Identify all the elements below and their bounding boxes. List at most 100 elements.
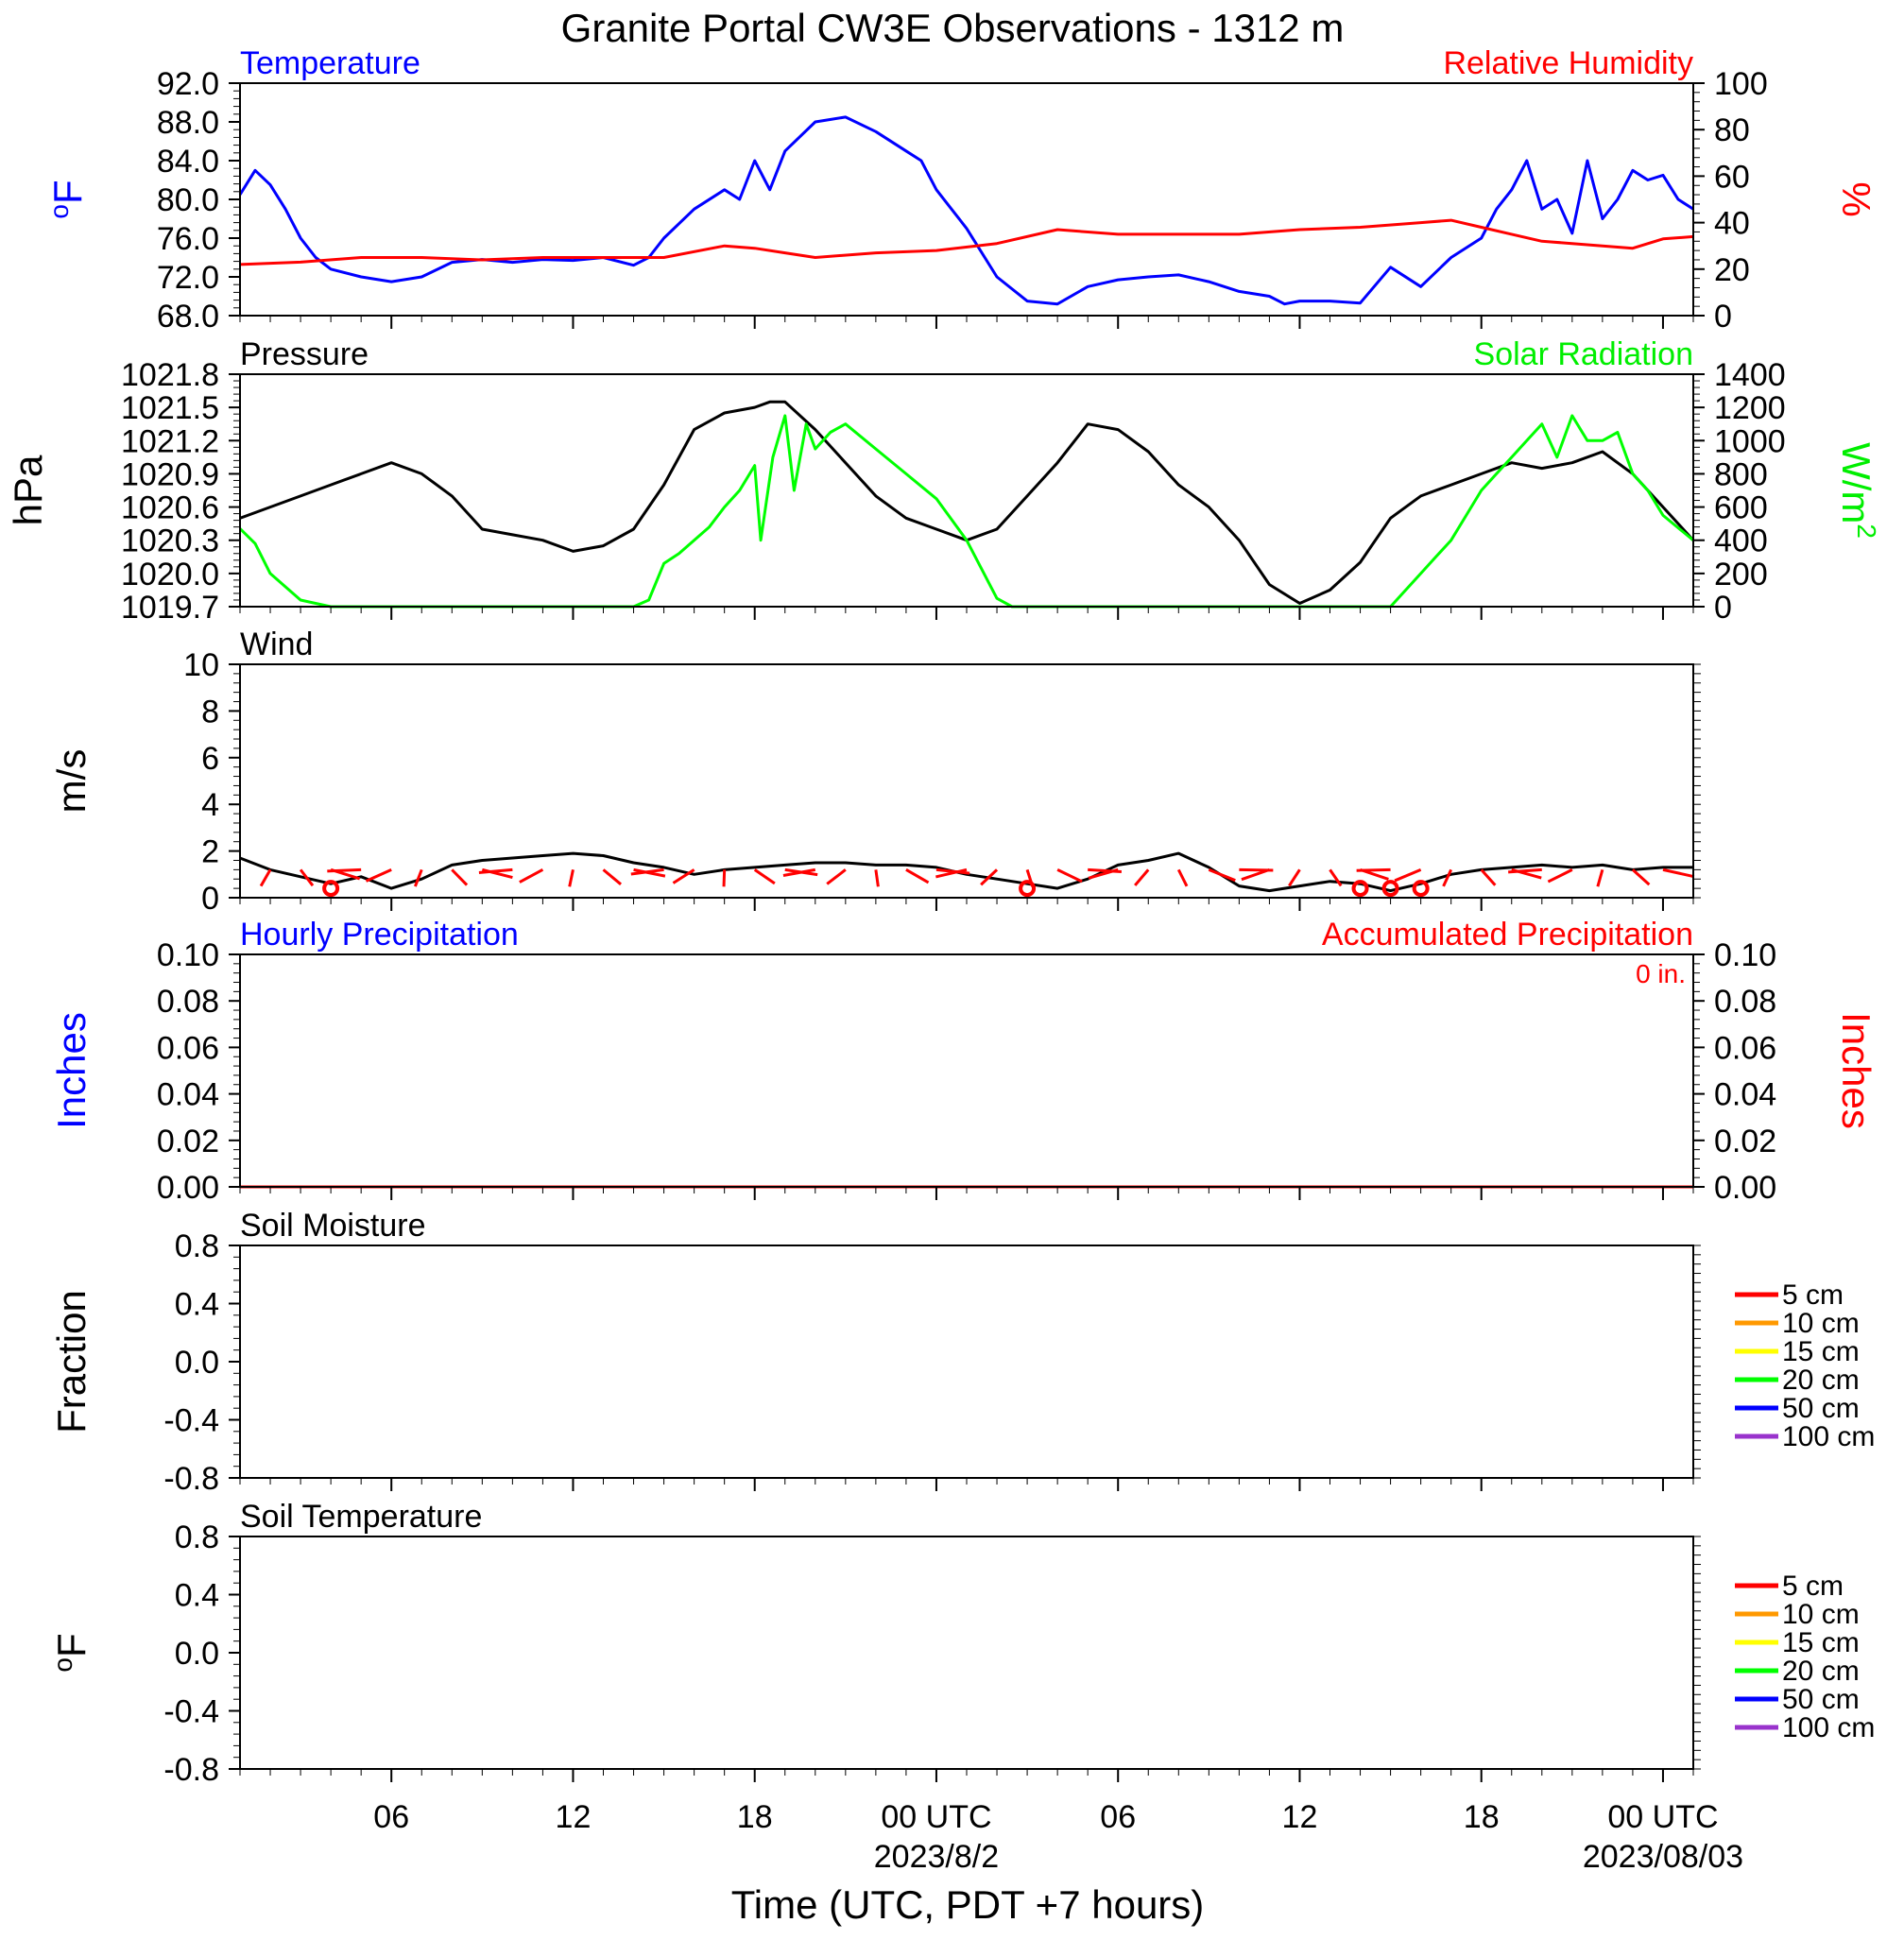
figure-title: Granite Portal CW3E Observations - 1312 … bbox=[561, 6, 1345, 50]
right-tick-label: 1400 bbox=[1714, 357, 1786, 393]
soil-temperature-units: oF bbox=[48, 1633, 94, 1672]
wind-barb bbox=[782, 867, 816, 877]
left-tick-label: 92.0 bbox=[157, 66, 219, 102]
left-tick-label: 0.8 bbox=[175, 1519, 219, 1555]
series-line-relative-humidity bbox=[239, 218, 1694, 266]
date-label: 2023/8/2 bbox=[874, 1839, 999, 1875]
date-label: 2023/08/03 bbox=[1583, 1839, 1743, 1875]
left-tick-label: 1021.5 bbox=[121, 390, 219, 426]
left-tick-label: 6 bbox=[201, 741, 219, 777]
degree-letter: F bbox=[49, 1633, 94, 1657]
wind-barb bbox=[1088, 867, 1119, 880]
hourly-precip-units: Inches bbox=[49, 1012, 94, 1129]
time-tick-label: 12 bbox=[556, 1799, 592, 1835]
left-tick-label: 80.0 bbox=[157, 182, 219, 218]
wind-barb bbox=[413, 868, 423, 887]
left-tick-label: 88.0 bbox=[157, 105, 219, 141]
wind-barb bbox=[1596, 868, 1604, 887]
wind-barb bbox=[478, 867, 513, 874]
calm-wind-marker bbox=[1381, 880, 1399, 898]
wind-barb bbox=[1056, 868, 1083, 884]
wind-title: Wind bbox=[240, 627, 313, 662]
right-tick-label: 0.10 bbox=[1714, 937, 1776, 973]
time-tick-label: 06 bbox=[373, 1799, 409, 1835]
time-axis: 06 12 18 00 UTC 2023/8/2 06 12 18 00 UTC 2023/08/… bbox=[373, 1799, 1743, 1875]
left-tick-label: 0.06 bbox=[157, 1030, 219, 1066]
time-tick-label: 00 UTC bbox=[1607, 1799, 1718, 1835]
panel-temperature-humidity-frame bbox=[239, 82, 1694, 317]
panel-pressure-solar: 1021.81021.51021.21020.91020.61020.31020… bbox=[6, 336, 1881, 626]
wind-units: m/s bbox=[49, 749, 94, 814]
wind-barb bbox=[451, 868, 469, 886]
panel-soil-moisture: 0.8 0.4 0.0 -0.4 -0.8 Soil Moisture Fraction… bbox=[49, 1208, 1875, 1497]
left-tick-label: 0.4 bbox=[175, 1578, 219, 1614]
degree-letter: F bbox=[45, 180, 90, 204]
calm-wind-marker bbox=[1412, 880, 1430, 898]
solar-units-exponent: 2 bbox=[1852, 524, 1881, 539]
left-tick-label: 0.4 bbox=[175, 1287, 219, 1323]
calm-wind-marker bbox=[1019, 880, 1037, 898]
accumulated-total-label: 0 in. bbox=[1636, 959, 1686, 988]
wind-barb bbox=[519, 868, 544, 884]
wind-barb bbox=[299, 868, 315, 887]
wind-barb bbox=[672, 868, 695, 884]
left-tick-label: 1020.3 bbox=[121, 524, 219, 559]
left-tick-label: 0.8 bbox=[175, 1228, 219, 1264]
calm-wind-marker bbox=[1351, 880, 1369, 898]
wind-barb bbox=[568, 869, 575, 887]
temperature-title: Temperature bbox=[240, 45, 420, 81]
wind-barb bbox=[826, 868, 847, 885]
panel-precipitation: 0.10 0.08 0.06 0.04 0.02 0.00 0.10 0.08 0.06 0.04… bbox=[49, 917, 1878, 1206]
left-tick-label: 4 bbox=[201, 787, 219, 823]
right-tick-label: 1200 bbox=[1714, 390, 1786, 426]
wind-barb bbox=[1329, 868, 1343, 887]
panel-wind-frame bbox=[239, 663, 1694, 899]
series-line-wind bbox=[239, 851, 1693, 893]
left-tick-label: 1020.0 bbox=[121, 557, 219, 592]
wind-barb bbox=[1134, 868, 1150, 886]
wind-barb bbox=[602, 868, 623, 885]
right-tick-label: 80 bbox=[1714, 112, 1750, 148]
right-tick-label: 0 bbox=[1714, 299, 1732, 335]
soil-moisture-units: Fraction bbox=[49, 1290, 94, 1434]
left-tick-label: 72.0 bbox=[157, 260, 219, 296]
panel-wind-series bbox=[239, 851, 1695, 898]
left-tick-label: 1021.8 bbox=[121, 357, 219, 393]
solar-units: W/m2 bbox=[1834, 442, 1881, 539]
relative-humidity-title: Relative Humidity bbox=[1443, 45, 1693, 81]
panel-temperature-humidity-ticks: 92.088.084.080.076.072.068.0 100 80 60 40 20 0 bbox=[157, 66, 1768, 335]
wind-barb bbox=[1176, 868, 1189, 887]
wind-barb bbox=[1631, 868, 1651, 886]
wind-barb bbox=[1241, 867, 1270, 882]
right-tick-label: 200 bbox=[1714, 557, 1768, 592]
time-tick-label: 00 UTC bbox=[881, 1799, 991, 1835]
panel-wind-ticks: 10 8 6 4 2 0 bbox=[183, 647, 1701, 917]
right-tick-label: 600 bbox=[1714, 490, 1768, 526]
hourly-precipitation-title: Hourly Precipitation bbox=[240, 917, 519, 953]
left-tick-label: 1019.7 bbox=[121, 590, 219, 626]
time-axis-title: Time (UTC, PDT +7 hours) bbox=[731, 1882, 1205, 1927]
wind-barb bbox=[753, 868, 776, 885]
wind-barb bbox=[722, 869, 727, 887]
pressure-units: hPa bbox=[6, 455, 50, 525]
left-tick-label: 1020.6 bbox=[121, 490, 219, 526]
right-tick-label: 800 bbox=[1714, 456, 1768, 492]
humidity-units: % bbox=[1834, 181, 1878, 216]
temperature-units: oF bbox=[44, 180, 90, 218]
solar-units-base: W/m bbox=[1834, 442, 1878, 524]
right-tick-label: 1000 bbox=[1714, 423, 1786, 459]
wind-barb bbox=[327, 867, 362, 873]
panel-soil-temperature: 0.8 0.4 0.0 -0.4 -0.8 Soil Temperature oF 5 … bbox=[48, 1499, 1875, 1788]
pressure-title: Pressure bbox=[240, 336, 369, 372]
panel-precipitation-ticks: 0.10 0.08 0.06 0.04 0.02 0.00 0.10 0.08 0.06 0.04… bbox=[157, 937, 1776, 1206]
series-line-pressure bbox=[239, 400, 1695, 605]
right-tick-label: 0 bbox=[1714, 590, 1732, 626]
left-tick-label: 0 bbox=[201, 881, 219, 917]
left-tick-label: 76.0 bbox=[157, 221, 219, 257]
wind-barb bbox=[259, 868, 272, 887]
legend-label-10cm: 10 cm bbox=[1782, 1599, 1860, 1630]
right-tick-label: 0.06 bbox=[1714, 1030, 1776, 1066]
left-tick-label: 0.00 bbox=[157, 1170, 219, 1206]
wind-barb bbox=[1508, 867, 1542, 874]
